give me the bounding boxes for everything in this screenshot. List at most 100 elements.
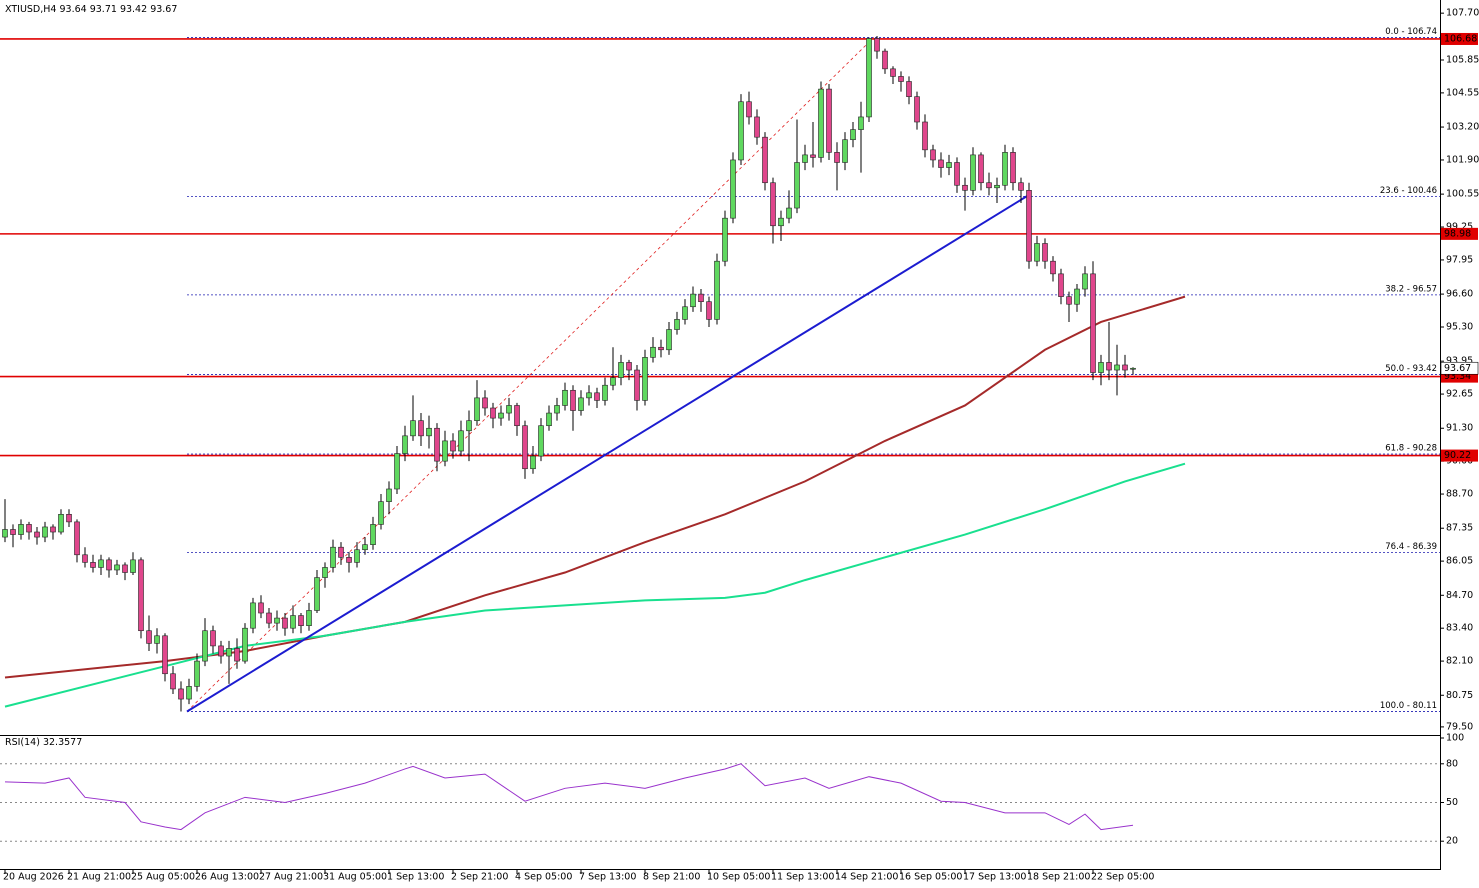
- y-tick-label: 82.10: [1446, 656, 1473, 667]
- candle-body: [994, 184, 1000, 189]
- candle-body: [1066, 296, 1072, 305]
- candle-body: [450, 440, 456, 452]
- current-price-label: 93.67: [1444, 363, 1471, 374]
- candle-body: [490, 407, 496, 419]
- fib-level-label: 100.0 - 80.11: [1380, 701, 1437, 711]
- candle-body: [890, 68, 896, 77]
- candle-body: [946, 162, 952, 168]
- candle-body: [114, 564, 120, 571]
- candle-body: [394, 453, 400, 490]
- candle-body: [978, 154, 984, 184]
- y-tick-label: 96.60: [1446, 289, 1473, 300]
- candle-body: [850, 129, 856, 141]
- fib-level-label: 50.0 - 93.42: [1385, 364, 1437, 374]
- candle-body: [746, 101, 752, 118]
- x-tick-label: 20 Aug 2026: [3, 872, 64, 883]
- candle-body: [882, 50, 888, 70]
- candle-body: [522, 425, 528, 470]
- candle-body: [346, 557, 352, 563]
- y-tick-label: 105.85: [1446, 54, 1479, 65]
- candle-body: [266, 612, 272, 624]
- candle-body: [986, 182, 992, 189]
- candle-body: [474, 397, 480, 421]
- candle-body: [954, 162, 960, 186]
- candle-body: [730, 159, 736, 219]
- price-label-box: [1441, 32, 1478, 45]
- candle-body: [914, 96, 920, 123]
- candle-body: [842, 139, 848, 163]
- candle-body: [298, 615, 304, 626]
- candle-body: [1050, 260, 1056, 275]
- candle-body: [354, 549, 360, 563]
- candle-body: [226, 648, 232, 657]
- x-tick-label: 18 Sep 21:00: [1027, 872, 1090, 883]
- candle-body: [1090, 273, 1096, 373]
- candle-body: [34, 531, 40, 538]
- candle-body: [826, 88, 832, 153]
- candle-body: [538, 425, 544, 457]
- candle-body: [274, 617, 280, 624]
- candle-body: [122, 564, 128, 573]
- candle-body: [234, 648, 240, 662]
- candle-body: [1098, 362, 1104, 373]
- x-tick-label: 31 Aug 05:00: [323, 872, 387, 883]
- candle-body: [1122, 364, 1128, 371]
- candle-body: [554, 405, 560, 414]
- candle-body: [466, 420, 472, 432]
- candle-body: [290, 615, 296, 629]
- candle-body: [386, 488, 392, 502]
- y-tick-label: 87.35: [1446, 523, 1473, 534]
- rsi-label: RSI(14): [5, 737, 40, 748]
- candle-body: [250, 602, 256, 629]
- candle-body: [242, 627, 248, 662]
- candle-body: [458, 430, 464, 452]
- candle-body: [1114, 364, 1120, 371]
- candle-body: [82, 554, 88, 563]
- candle-body: [98, 559, 104, 568]
- candle-body: [330, 546, 336, 568]
- candle-body: [1106, 362, 1112, 371]
- x-tick-label: 11 Sep 13:00: [771, 872, 834, 883]
- candle-body: [562, 389, 568, 406]
- y-tick-label: 86.05: [1446, 556, 1473, 567]
- x-tick-label: 1 Sep 13:00: [387, 872, 444, 883]
- candle-body: [162, 635, 168, 675]
- candle-body: [138, 559, 144, 632]
- rsi-line: [4, 763, 1134, 831]
- candle-body: [594, 392, 600, 401]
- x-tick-label: 22 Sep 05:00: [1091, 872, 1154, 883]
- candle-body: [202, 630, 208, 662]
- candle-body: [794, 162, 800, 209]
- candle-body: [962, 184, 968, 191]
- y-tick-label: 92.65: [1446, 389, 1473, 400]
- x-tick-label: 8 Sep 21:00: [643, 872, 700, 883]
- candle-body: [546, 412, 552, 427]
- candle-body: [906, 81, 912, 97]
- candle-body: [10, 529, 16, 535]
- candle-body: [362, 544, 368, 551]
- candle-body: [506, 405, 512, 414]
- moving-average: [4, 462, 1186, 708]
- x-tick-label: 7 Sep 13:00: [579, 872, 636, 883]
- price-label-box: [1441, 227, 1478, 240]
- candle-body: [874, 38, 880, 52]
- candle-body: [578, 397, 584, 411]
- price-label-box: [1441, 449, 1478, 462]
- current-price-box: [1440, 361, 1479, 375]
- y-tick-label: 80.75: [1446, 690, 1473, 701]
- x-tick-label: 27 Aug 21:00: [259, 872, 323, 883]
- candle-body: [762, 136, 768, 184]
- candle-body: [754, 116, 760, 138]
- candle-body: [690, 293, 696, 308]
- y-tick-label: 95.30: [1446, 322, 1473, 333]
- candle-body: [50, 526, 56, 533]
- rsi-header: RSI(14) 32.3577: [5, 737, 82, 748]
- x-tick-label: 16 Sep 05:00: [899, 872, 962, 883]
- candle-body: [658, 346, 664, 351]
- candle-body: [1074, 288, 1080, 305]
- candle-body: [210, 630, 216, 647]
- candle-body: [282, 617, 288, 629]
- fib-level-label: 61.8 - 90.28: [1385, 444, 1437, 454]
- open-price: 93.64: [59, 4, 86, 15]
